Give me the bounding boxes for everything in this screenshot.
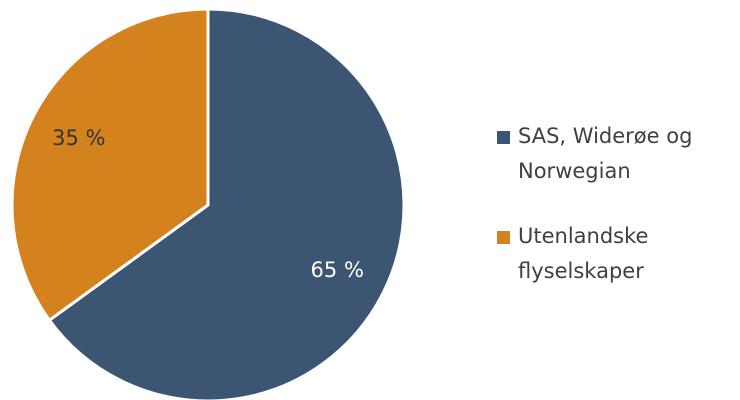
data-label: 35 % (52, 126, 105, 150)
legend-item: SAS, Widerøe og Norwegian (497, 119, 737, 189)
pie-slice (47, 7, 406, 400)
pie-slice (10, 7, 210, 323)
legend-swatch (497, 131, 510, 144)
legend-item: Utenlandske flyselskaper (497, 219, 737, 289)
legend-swatch (497, 231, 510, 244)
data-label: 65 % (311, 258, 364, 282)
legend-label: Utenlandske flyselskaper (518, 224, 649, 283)
legend-label: SAS, Widerøe og Norwegian (518, 124, 693, 183)
